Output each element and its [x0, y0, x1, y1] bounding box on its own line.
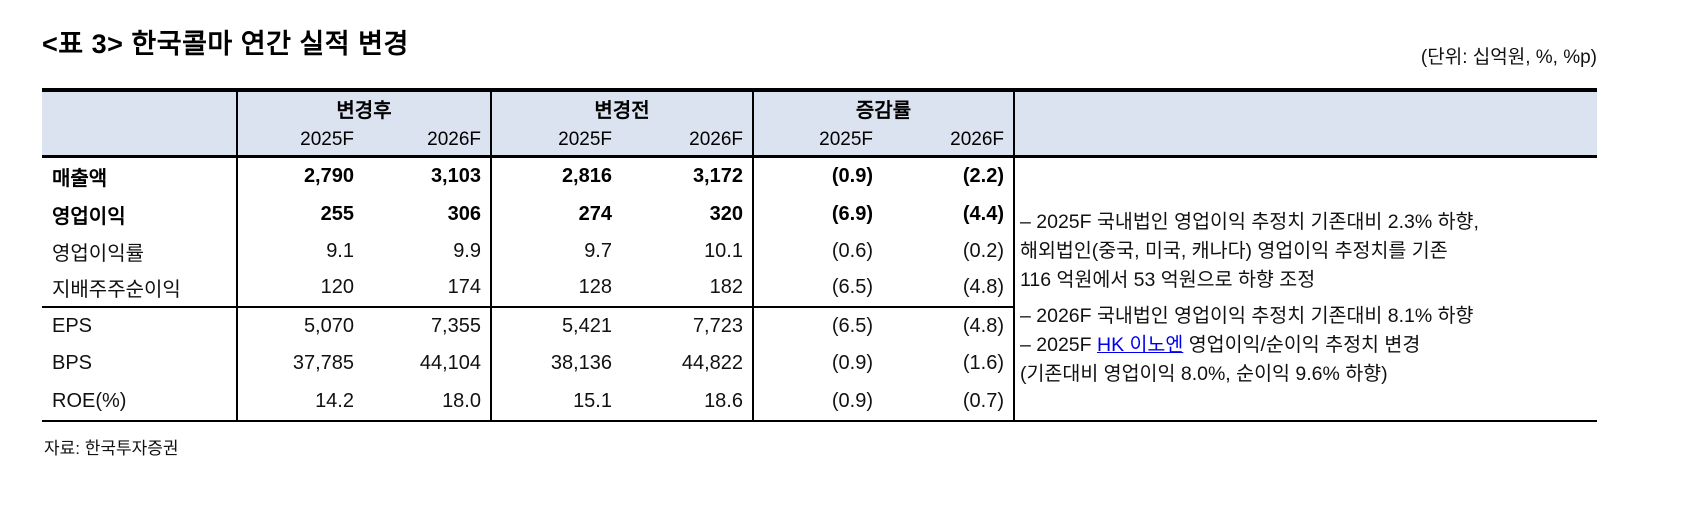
table-cell: 306 — [447, 202, 481, 225]
table-cell: 14.2 — [236, 382, 363, 420]
table-cell: 2,816 — [490, 158, 621, 196]
table-cell: 7,723 — [692, 314, 743, 337]
row-label-bps: BPS — [52, 352, 93, 375]
table-cell: (4.8) — [882, 270, 1013, 308]
column-group-change-rate: 증감률 — [752, 92, 1013, 124]
row-label-operating-profit: 영업이익 — [52, 205, 126, 228]
header-corner-cell — [42, 92, 236, 155]
table-cell: 38,136 — [490, 344, 621, 383]
column-group-before-change: 변경전 — [490, 92, 752, 124]
table-cell: (1.6) — [962, 352, 1004, 375]
unit-note: (단위: 십억원, %, %p) — [1420, 47, 1597, 68]
year-header-after-2025f: 2025F — [236, 124, 363, 155]
table-cell: (6.9) — [752, 195, 882, 233]
table-cell: 128 — [490, 270, 621, 308]
table-cell: 7,355 — [430, 314, 481, 337]
note-line-1: – 2025F 국내법인 영업이익 추정치 기존대비 2.3% 하향, — [1020, 211, 1479, 233]
table-cell: 2,790 — [236, 158, 363, 196]
table-cell: 9.9 — [453, 239, 481, 262]
table-cell: 174 — [363, 270, 490, 308]
table-cell: 3,172 — [692, 165, 743, 188]
table-title: <표 3> 한국콜마 연간 실적 변경 — [42, 29, 409, 59]
table-cell: (0.2) — [962, 239, 1004, 262]
table-cell: (4.4) — [962, 202, 1004, 225]
header-notes-cell — [1013, 92, 1597, 155]
table-cell: 5,070 — [236, 307, 363, 345]
table-cell: 5,421 — [490, 307, 621, 345]
table-body: 매출액 2,790 3,103 2,816 3,172 (0.9) (2.2) … — [42, 158, 1597, 420]
table-cell: 9.7 — [490, 232, 621, 271]
table-cell: 120 — [236, 270, 363, 308]
note-line-5-suffix: 영업이익/순이익 추정치 변경 — [1183, 334, 1421, 356]
source-note: 자료: 한국투자증권 — [44, 439, 179, 458]
year-header-rate-2026f: 2026F — [950, 128, 1004, 150]
performance-change-table: 변경후 변경전 증감률 2025F 2026F 2025F 2026F 2025… — [42, 88, 1597, 422]
year-header-before-2026f: 2026F — [689, 128, 743, 150]
year-header-before-2025f: 2025F — [490, 124, 621, 155]
table-cell: (6.5) — [752, 307, 882, 345]
row-label-net-profit: 지배주주순이익 — [42, 270, 236, 308]
table-cell: 3,103 — [430, 165, 481, 188]
note-line-2: 해외법인(중국, 미국, 캐나다) 영업이익 추정치를 기존 — [1020, 240, 1448, 262]
table-cell: (0.9) — [752, 158, 882, 196]
table-cell: (0.7) — [962, 389, 1004, 412]
row-label-roe: ROE(%) — [52, 389, 127, 412]
table-header: 변경후 변경전 증감률 2025F 2026F 2025F 2026F 2025… — [42, 92, 1597, 158]
table-cell: 18.6 — [704, 389, 743, 412]
note-line-4: – 2026F 국내법인 영업이익 추정치 기존대비 8.1% 하향 — [1020, 305, 1474, 327]
table-cell: (0.9) — [752, 382, 882, 420]
table-cell: 182 — [621, 270, 752, 308]
column-group-after-change: 변경후 — [236, 92, 490, 124]
table-cell: 15.1 — [490, 382, 621, 420]
year-header-rate-2025f: 2025F — [752, 124, 882, 155]
note-line-5: – 2025F HK 이노엔 영업이익/순이익 추정치 변경 — [1020, 331, 1595, 360]
table-cell: 320 — [709, 202, 743, 225]
table-cell: 255 — [236, 195, 363, 233]
table-cell: (4.8) — [962, 314, 1004, 337]
row-label-eps: EPS — [52, 314, 93, 337]
note-line-5-prefix: – 2025F — [1020, 334, 1097, 356]
analyst-notes: – 2025F 국내법인 영업이익 추정치 기존대비 2.3% 하향, 해외법인… — [1013, 158, 1597, 420]
note-line-6: (기존대비 영업이익 8.0%, 순이익 9.6% 하향) — [1020, 363, 1388, 385]
table-cell: 44,822 — [681, 352, 743, 375]
table-cell: 9.1 — [236, 232, 363, 271]
table-cell: (2.2) — [962, 165, 1004, 188]
year-header-after-2026f: 2026F — [427, 128, 481, 150]
hk-inoen-link[interactable]: HK 이노엔 — [1096, 334, 1184, 356]
note-line-3: 116 억원에서 53 억원으로 하향 조정 — [1020, 269, 1316, 291]
row-label-operating-margin: 영업이익률 — [52, 242, 144, 265]
table-cell: 44,104 — [419, 352, 481, 375]
table-cell: 18.0 — [442, 389, 481, 412]
table-cell: 37,785 — [236, 344, 363, 383]
table-cell: (6.5) — [752, 270, 882, 308]
table-cell: (0.6) — [752, 232, 882, 271]
table-cell: 10.1 — [704, 239, 743, 262]
table-cell: 274 — [490, 195, 621, 233]
row-label-revenue: 매출액 — [52, 168, 108, 191]
table-cell: (0.9) — [752, 344, 882, 383]
